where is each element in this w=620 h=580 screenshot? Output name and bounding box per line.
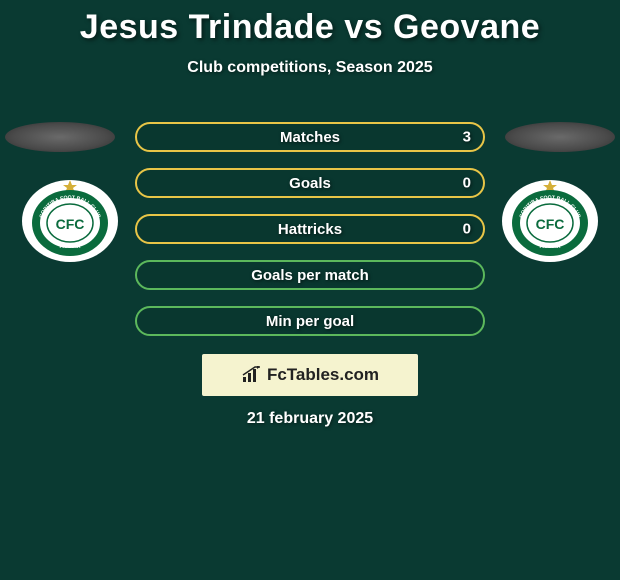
stat-label: Matches	[280, 129, 340, 146]
stat-right-value: 0	[463, 175, 471, 192]
stat-label: Hattricks	[278, 221, 342, 238]
source-logo: FcTables.com	[241, 365, 379, 385]
source-logo-box: FcTables.com	[202, 354, 418, 396]
stat-right-value: 0	[463, 221, 471, 238]
stat-row-hattricks: Hattricks 0	[135, 214, 485, 244]
svg-text:PARANÁ: PARANÁ	[59, 243, 80, 250]
stat-row-min-per-goal: Min per goal	[135, 306, 485, 336]
svg-text:PARANÁ: PARANÁ	[539, 243, 560, 250]
stat-label: Min per goal	[266, 313, 354, 330]
comparison-subtitle: Club competitions, Season 2025	[0, 59, 620, 77]
stat-row-goals-per-match: Goals per match	[135, 260, 485, 290]
stat-label: Goals	[289, 175, 331, 192]
stat-rows-container: Matches 3 Goals 0 Hattricks 0 Goals per …	[135, 122, 485, 352]
source-logo-text: FcTables.com	[267, 365, 379, 385]
svg-text:CFC: CFC	[56, 216, 85, 232]
stat-label: Goals per match	[251, 267, 369, 284]
chart-icon	[241, 366, 263, 384]
svg-text:CFC: CFC	[536, 216, 565, 232]
comparison-title: Jesus Trindade vs Geovane	[0, 0, 620, 47]
club-badge-right: CFC CORITIBA FOOT BALL CLUB PARANÁ	[500, 178, 600, 264]
player-left-silhouette	[5, 122, 115, 152]
stat-row-matches: Matches 3	[135, 122, 485, 152]
player-right-silhouette	[505, 122, 615, 152]
comparison-date: 21 february 2025	[0, 410, 620, 428]
stat-right-value: 3	[463, 129, 471, 146]
club-badge-left: CFC CORITIBA FOOT BALL CLUB PARANÁ	[20, 178, 120, 264]
stat-row-goals: Goals 0	[135, 168, 485, 198]
